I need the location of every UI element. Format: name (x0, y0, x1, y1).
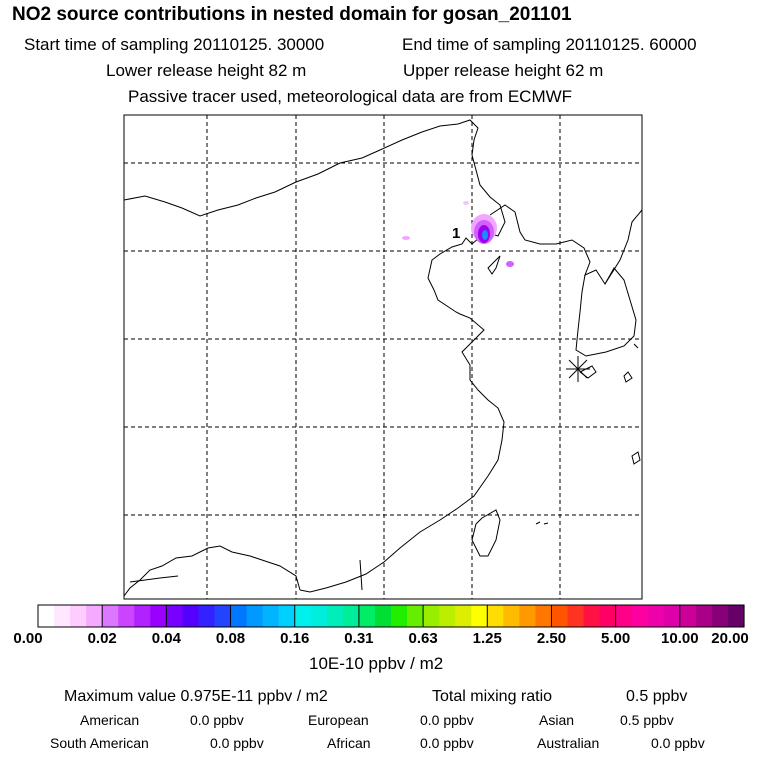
lower-height-label: Lower release height 82 m (106, 61, 307, 80)
source-marker-label: 1 (452, 225, 460, 242)
total-mixing-label: Total mixing ratio (432, 688, 553, 705)
region-value: 0.0 ppbv (651, 735, 705, 751)
colorbar-swatch (439, 605, 456, 627)
colorbar-swatch (134, 605, 151, 627)
colorbar-swatch (230, 605, 248, 627)
colorbar-tick-label: 0.02 (87, 630, 117, 647)
colorbar-swatch (326, 605, 344, 627)
colorbar-swatch (150, 605, 167, 627)
colorbar-swatch (342, 605, 360, 627)
region-name: Australian (537, 735, 600, 751)
colorbar-swatch (294, 605, 312, 627)
lat-lon-grid (124, 115, 642, 599)
colorbar-tick-label: 5.00 (601, 630, 631, 647)
region-name: Asian (539, 712, 575, 728)
region-value: 0.5 ppbv (620, 712, 674, 728)
colorbar-swatch (391, 605, 408, 627)
start-time-label: Start time of sampling 20110125. 30000 (24, 35, 325, 54)
colorbar-swatch (374, 605, 392, 627)
colorbar (37, 604, 745, 628)
colorbar-tick-label: 0.08 (215, 630, 246, 647)
max-value-label: Maximum value 0.975E-11 ppbv / m2 (64, 688, 328, 705)
colorbar-swatch (599, 605, 617, 627)
colorbar-tick-label: 10.00 (661, 630, 699, 647)
colorbar-tick-label: 0.00 (13, 630, 43, 647)
colorbar-swatch (471, 605, 488, 627)
colorbar-swatch (663, 605, 681, 627)
colorbar-tick-label: 0.31 (344, 630, 374, 647)
colorbar-swatch (679, 605, 697, 627)
colorbar-border (37, 604, 745, 628)
colorbar-swatch (647, 605, 665, 627)
colorbar-swatch (455, 605, 472, 627)
colorbar-swatch (38, 605, 55, 627)
colorbar-swatch (166, 605, 184, 627)
colorbar-swatch (198, 605, 216, 627)
colorbar-swatch (711, 605, 729, 627)
colorbar-swatch (102, 605, 119, 627)
colorbar-tick-label: 1.25 (472, 630, 502, 647)
colorbar-swatch (407, 605, 424, 627)
colorbar-tick-label: 20.00 (711, 630, 749, 647)
map-frame (123, 114, 643, 600)
colorbar-swatch (246, 605, 264, 627)
total-mixing-value: 0.5 ppbv (626, 688, 688, 705)
page-title: NO2 source contributions in nested domai… (12, 4, 572, 25)
region-name: European (308, 712, 369, 728)
region-name: American (80, 712, 140, 728)
colorbar-swatch (70, 605, 87, 627)
colorbar-tick-label: 0.16 (280, 630, 310, 647)
region-name: South American (50, 735, 149, 751)
colorbar-swatch (423, 605, 440, 627)
region-value: 0.0 ppbv (420, 712, 474, 728)
colorbar-swatch (535, 605, 553, 627)
colorbar-swatch (519, 605, 537, 627)
colorbar-swatch (214, 605, 232, 627)
region-value: 0.0 ppbv (210, 735, 264, 751)
colorbar-swatch (615, 605, 633, 627)
colorbar-swatch (278, 605, 296, 627)
colorbar-swatch (54, 605, 71, 627)
end-time-label: End time of sampling 20110125. 60000 (402, 35, 697, 54)
colorbar-unit: 10E-10 ppbv / m2 (309, 654, 444, 673)
colorbar-swatch (86, 605, 103, 627)
concentration-plume (402, 201, 514, 267)
region-name: African (327, 735, 371, 751)
colorbar-swatch (182, 605, 200, 627)
colorbar-swatch (503, 605, 520, 627)
colorbar-swatch (567, 605, 585, 627)
coastlines (123, 119, 643, 597)
colorbar-tick-label: 2.50 (536, 630, 567, 647)
colorbar-swatch (631, 605, 649, 627)
colorbar-swatch (551, 605, 569, 627)
region-value: 0.0 ppbv (420, 735, 474, 751)
tracer-note: Passive tracer used, meteorological data… (128, 87, 573, 106)
colorbar-swatch (310, 605, 328, 627)
upper-height-label: Upper release height 62 m (403, 61, 604, 80)
colorbar-swatch (695, 605, 713, 627)
colorbar-swatch (262, 605, 280, 627)
colorbar-swatch (118, 605, 135, 627)
receptor-star-icon (566, 356, 590, 382)
colorbar-tick-label: 0.63 (408, 630, 438, 647)
colorbar-swatch (583, 605, 601, 627)
colorbar-tick-label: 0.04 (151, 630, 181, 647)
colorbar-swatch (358, 605, 376, 627)
region-value: 0.0 ppbv (190, 712, 244, 728)
colorbar-swatch (727, 605, 745, 627)
colorbar-swatch (487, 605, 504, 627)
